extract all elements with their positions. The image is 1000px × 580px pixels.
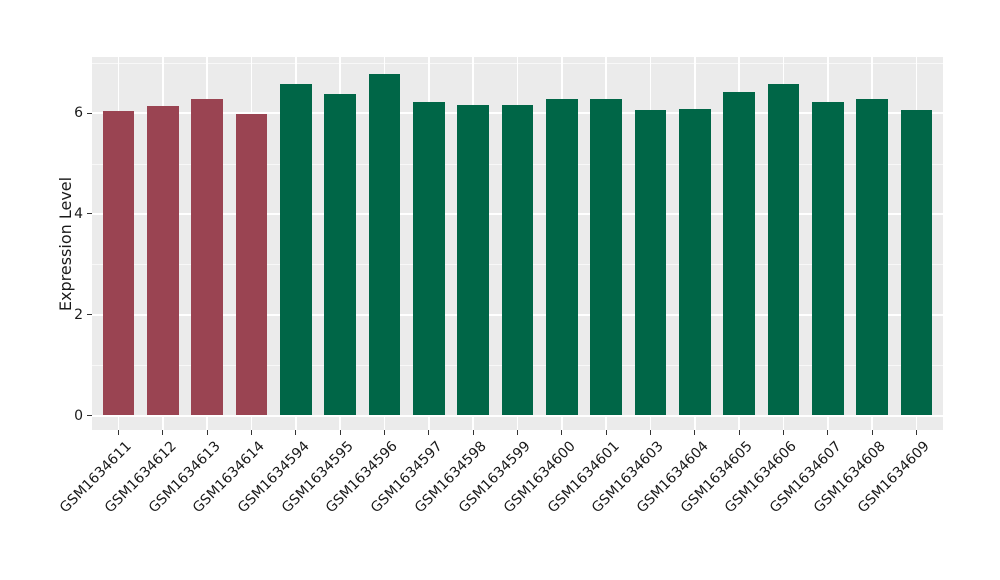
x-tick-mark bbox=[117, 430, 120, 435]
x-tick-mark bbox=[605, 430, 607, 435]
x-tick-mark bbox=[738, 430, 740, 435]
bar-GSM1634609 bbox=[900, 110, 933, 416]
bar-GSM1634606 bbox=[767, 83, 800, 416]
bar-GSM1634613 bbox=[191, 99, 223, 416]
gridline-horizontal-major bbox=[92, 414, 943, 417]
y-tick-label: 6 bbox=[74, 105, 83, 122]
y-tick-label: 2 bbox=[74, 306, 83, 323]
x-tick-mark bbox=[206, 430, 208, 435]
bar-GSM1634603 bbox=[634, 110, 667, 416]
x-tick-mark bbox=[561, 430, 563, 435]
x-tick-mark bbox=[472, 430, 474, 435]
bar-GSM1634594 bbox=[280, 83, 312, 416]
x-tick-mark bbox=[250, 430, 253, 435]
x-tick-mark bbox=[782, 430, 785, 435]
y-tick-mark bbox=[86, 314, 92, 316]
bar-GSM1634611 bbox=[102, 110, 135, 416]
y-tick-mark bbox=[86, 213, 92, 215]
x-tick-mark bbox=[428, 430, 430, 435]
y-tick-mark bbox=[86, 414, 92, 417]
x-tick-mark bbox=[339, 430, 341, 435]
bar-GSM1634612 bbox=[147, 106, 179, 416]
y-tick-label: 4 bbox=[74, 205, 83, 222]
bar-GSM1634596 bbox=[368, 73, 401, 416]
plot-panel bbox=[92, 57, 943, 430]
bar-GSM1634605 bbox=[723, 92, 755, 416]
bar-GSM1634614 bbox=[235, 113, 268, 416]
x-tick-mark bbox=[162, 430, 164, 435]
x-tick-mark bbox=[516, 430, 519, 435]
x-tick-mark bbox=[649, 430, 652, 435]
y-tick-label: 0 bbox=[74, 407, 83, 424]
bar-GSM1634599 bbox=[501, 104, 534, 416]
x-tick-mark bbox=[871, 430, 873, 435]
bar-GSM1634607 bbox=[812, 101, 844, 416]
x-tick-mark bbox=[827, 430, 829, 435]
bar-GSM1634601 bbox=[590, 98, 622, 416]
bar-GSM1634595 bbox=[324, 94, 356, 416]
y-tick-mark bbox=[86, 112, 92, 114]
x-tick-mark bbox=[295, 430, 297, 435]
gridline-horizontal-minor bbox=[92, 62, 943, 64]
x-tick-mark bbox=[915, 430, 918, 435]
bar-GSM1634604 bbox=[679, 108, 711, 416]
bar-GSM1634597 bbox=[413, 102, 445, 416]
x-tick-mark bbox=[383, 430, 386, 435]
bar-GSM1634600 bbox=[546, 98, 578, 416]
bar-GSM1634598 bbox=[457, 105, 489, 416]
x-tick-mark bbox=[694, 430, 696, 435]
y-axis-title: Expression Level bbox=[56, 176, 76, 311]
bar-GSM1634608 bbox=[856, 98, 888, 416]
